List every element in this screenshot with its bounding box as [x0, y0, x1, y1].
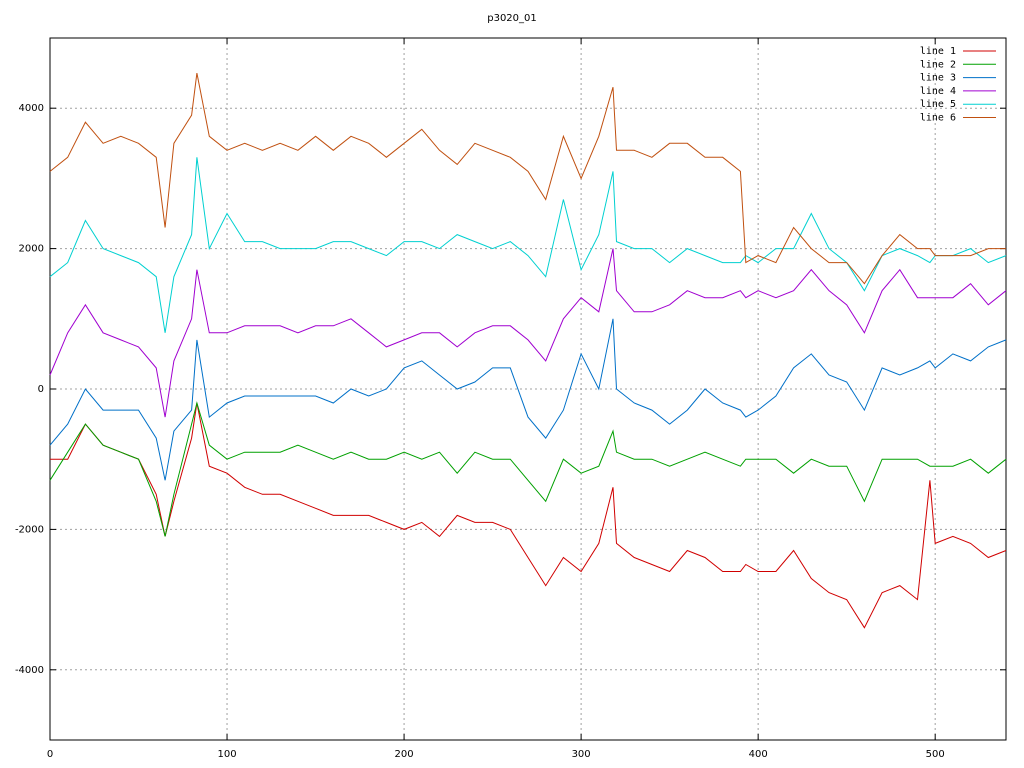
legend-label: line 2 — [920, 59, 956, 70]
series-line — [49, 73, 1006, 285]
x-tick-label: 200 — [395, 749, 414, 760]
plot-border — [49, 37, 1007, 741]
legend-label: line 6 — [920, 113, 956, 124]
legend-label: line 4 — [920, 86, 956, 97]
legend-label: line 3 — [920, 73, 956, 84]
x-tick-label: 300 — [572, 749, 591, 760]
y-tick-label: -2000 — [15, 524, 44, 535]
y-tick-label: 0 — [38, 384, 44, 395]
y-tick-label: 4000 — [19, 103, 44, 114]
series-line — [49, 157, 1007, 333]
y-tick-label: -4000 — [15, 665, 44, 676]
x-tick-label: 400 — [749, 749, 768, 760]
legend-label: line 1 — [920, 46, 956, 57]
series-line — [49, 401, 1007, 537]
x-tick-label: 100 — [217, 749, 236, 760]
series-line — [49, 248, 1007, 418]
x-tick-label: 500 — [926, 749, 945, 760]
series-line — [49, 318, 1007, 481]
chart-title: p3020_01 — [487, 13, 537, 24]
x-tick-label: 0 — [47, 749, 53, 760]
legend-label: line 5 — [920, 99, 956, 110]
y-tick-label: 2000 — [19, 244, 44, 255]
series-line — [50, 402, 1007, 629]
